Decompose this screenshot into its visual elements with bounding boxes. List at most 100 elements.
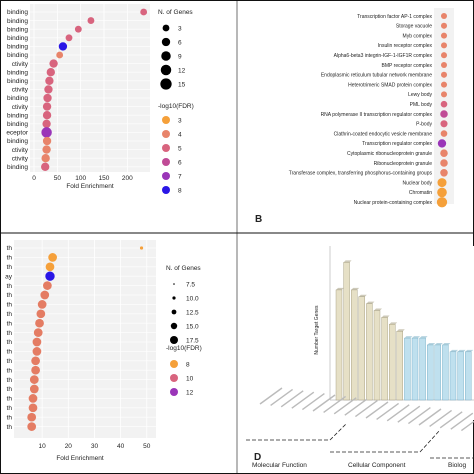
panel-a-row-label: binding [7,35,28,42]
panel-d-bar-top [412,336,420,339]
panel-d-bar-top [457,349,466,352]
panel-d-category-tick-label [386,404,410,422]
panel-c-row-label: th [7,405,13,412]
panel-d-category-tick-label [291,391,315,409]
panel-b-point [440,71,448,78]
panel-d-bar [404,337,411,401]
panel-a-size-legend-dot [161,51,171,61]
panel-c-size-legend-dot [170,336,178,344]
panel-b-point [440,149,448,157]
panel-c-size-legend-dot [173,283,175,285]
panel-b-row-label: PML body [410,102,433,108]
panel-d-bar [373,310,381,401]
panel-c-row-label: th [7,349,13,356]
panel-d-bar [358,296,365,401]
panel-d-bar-top [396,329,405,332]
panel-d-bar-top [389,322,398,325]
panel-d-group-brackets [246,423,474,459]
panel-c-color-legend-title: -log10(FDR) [166,345,202,352]
panel-a-size-legend-label: 3 [178,25,182,32]
panel-a-row-label: binding [7,52,28,59]
panel-d-bar-top [442,342,451,345]
panel-d-bar [419,337,426,401]
panel-c-color-legend: 8 10 12 [170,360,194,396]
panel-a-x-tick-label: 50 [54,175,62,182]
panel-a-size-legend-label: 9 [178,53,182,60]
panel-b-point [440,61,448,69]
panel-a-row-label: binding [7,121,28,128]
panel-a-color-legend-label: 7 [178,173,182,180]
panel-d-category-tick-label [407,407,431,425]
panel-a-color-legend-label: 8 [178,187,182,194]
panel-d-category-tick-label [333,397,357,415]
panel-b-point [440,100,448,108]
panel-a-point [41,154,50,163]
panel-b-row-label: Alpha6-beta3 integrin-IGF-1-IGF1R comple… [334,53,433,59]
panel-c-x-tick-label: 30 [91,443,99,450]
panel-c-color-legend-label: 10 [186,375,194,382]
panel-c-point [31,356,40,366]
panel-d-bar-top [381,315,390,318]
panel-b-point [440,110,448,118]
panel-b-row-label: Transcription factor AP-1 complex [357,14,432,20]
panel-a-row-label: ctivity [12,155,29,162]
panel-a-color-legend-dot [162,144,170,152]
panel-d-bar [335,289,343,401]
panel-d-group-label-2: Cellular Component [348,462,406,469]
panel-a-point [49,59,58,68]
panel-d-category-tick-label [270,388,294,406]
panel-a-size-legend-dot [160,78,172,90]
panel-d-bar [457,351,464,401]
panel-c-x-axis-label: Fold Enrichment [56,455,104,462]
panel-c-row-label: th [7,339,13,346]
panel-d-group-bracket [430,450,474,459]
panel-d-category-tick-label [418,408,442,426]
panel-b-row-label: Nuclear protein-containing complex [354,200,433,206]
panel-d-category-tick-label [354,400,378,418]
panel-d-group-bracket [330,429,441,453]
panel-c-point [35,318,44,328]
panel-c-point [45,271,55,281]
panel-d-category-tick-label [397,405,421,423]
panel-a-point [44,85,53,94]
panel-a-row-label: ctivity [12,61,29,68]
panel-b-row-label: RNA polymerase II transcription regulato… [321,112,433,118]
panel-c-size-legend-label: 15.0 [186,323,199,330]
panel-d-bar [396,331,403,401]
panel-b-letter: B [255,214,262,225]
panel-a-x-tick-label: 150 [99,175,110,182]
panel-d-category-tick-label [312,394,336,412]
panel-a-row-label: binding [7,44,28,51]
panel-d-bar-top [343,260,352,263]
panel-b-row-label: Myb complex [403,33,433,39]
panel-a-point [43,93,52,103]
panel-c-point [31,365,40,375]
panel-c: thththaythththththththththththththththth… [5,240,202,462]
panel-d-category-tick-label [259,387,283,405]
panel-c-size-legend-dot [171,309,177,315]
panel-c-x-tick-label: 10 [39,443,47,450]
panel-b-point [440,12,448,20]
panel-a-point [74,25,82,33]
panel-b-row-label: Nuclear body [403,180,433,186]
panel-a-row-labels: bindingbindingbindingbindingbindingbindi… [6,9,29,171]
panel-a-color-legend-label: 6 [178,159,182,166]
panel-d-bar [366,303,373,401]
panel-b-point [440,81,448,88]
panel-a-row-label: binding [7,164,28,171]
panel-a-point [42,111,52,120]
panel-b-row-label: Lewy body [408,92,432,98]
panel-c-point [37,300,47,309]
panel-c-row-label: th [7,424,13,431]
panel-b-point [437,187,447,198]
panel-d-bar [465,351,472,401]
panel-c-size-legend-dot [172,296,176,300]
panel-b-point [440,91,448,98]
panel-a-point [56,51,64,59]
panel-d-bar-top [366,301,375,304]
panel-a-points [41,8,148,171]
panel-c-point [45,262,55,272]
panel-d-bar-top [465,349,474,352]
panel-d-bar-top [374,308,382,311]
